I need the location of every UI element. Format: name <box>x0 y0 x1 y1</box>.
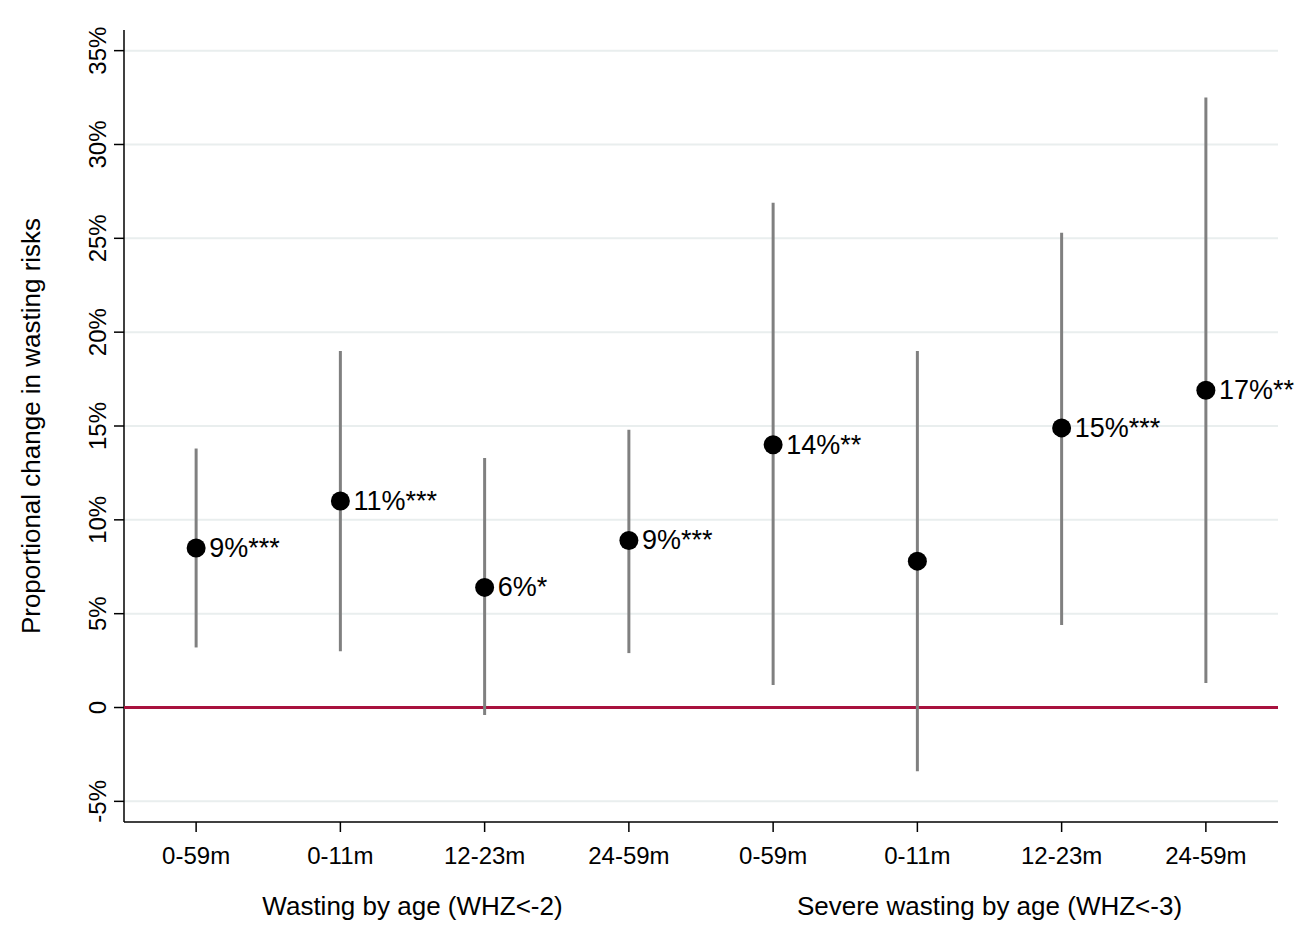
x-axis <box>124 821 1278 823</box>
y-tick-label: 35% <box>84 27 111 75</box>
data-label: 14%** <box>786 430 862 460</box>
x-tick <box>1205 822 1207 832</box>
point <box>764 435 783 454</box>
reference-line <box>124 706 1278 709</box>
grid-line <box>124 143 1278 145</box>
x-tick-label: 0-59m <box>739 842 807 869</box>
x-tick-label: 24-59m <box>1165 842 1246 869</box>
grid-line <box>124 331 1278 333</box>
y-tick-label: -5% <box>84 780 111 823</box>
point <box>187 538 206 557</box>
point <box>908 552 927 571</box>
point <box>1196 381 1215 400</box>
y-tick-label: 0 <box>84 701 111 714</box>
background <box>0 0 1309 939</box>
group-label: Wasting by age (WHZ<-2) <box>262 891 562 921</box>
x-tick <box>1061 822 1063 832</box>
y-tick <box>114 613 124 615</box>
grid-line <box>124 707 1278 709</box>
y-tick <box>114 425 124 427</box>
y-axis <box>123 30 125 822</box>
y-tick <box>114 50 124 52</box>
x-tick <box>195 822 197 832</box>
data-label: 15%*** <box>1075 413 1161 443</box>
data-label: 11%*** <box>353 486 437 516</box>
grid-line <box>124 800 1278 802</box>
point <box>475 578 494 597</box>
point <box>619 531 638 550</box>
data-label: 9%*** <box>642 525 713 555</box>
y-tick-label: 15% <box>84 402 111 450</box>
point <box>331 492 350 511</box>
data-label: 6%* <box>498 572 548 602</box>
y-tick-label: 25% <box>84 214 111 262</box>
chart: -5% 0 5% 10% 15% 20% 25% 30% 35% Proportional cha… <box>0 0 1309 939</box>
group-label: Severe wasting by age (WHZ<-3) <box>797 891 1182 921</box>
y-tick <box>114 331 124 333</box>
y-tick <box>114 707 124 709</box>
x-tick-label: 0-59m <box>162 842 230 869</box>
grid-line <box>124 613 1278 615</box>
y-tick <box>114 238 124 240</box>
grid-line <box>124 237 1278 239</box>
x-tick-label: 12-23m <box>1021 842 1102 869</box>
x-tick-label: 24-59m <box>588 842 669 869</box>
data-label: 9%*** <box>209 533 280 563</box>
y-tick-label: 10% <box>84 496 111 544</box>
y-tick <box>114 519 124 521</box>
y-axis-label: Proportional change in wasting risks <box>16 218 46 634</box>
x-tick-label: 12-23m <box>444 842 525 869</box>
y-tick-label: 30% <box>84 120 111 168</box>
x-tick <box>917 822 919 832</box>
x-tick-label: 0-11m <box>307 842 373 869</box>
x-tick <box>628 822 630 832</box>
y-tick-label: 5% <box>84 596 111 631</box>
data-label: 17%** <box>1219 375 1295 405</box>
grid-line <box>124 50 1278 52</box>
grid-line <box>124 519 1278 521</box>
point <box>1052 418 1071 437</box>
y-tick <box>114 144 124 146</box>
x-tick <box>484 822 486 832</box>
x-tick-label: 0-11m <box>884 842 950 869</box>
plot-area <box>124 98 1278 772</box>
x-tick <box>340 822 342 832</box>
y-tick <box>114 801 124 803</box>
y-tick-label: 20% <box>84 308 111 356</box>
x-tick <box>772 822 774 832</box>
